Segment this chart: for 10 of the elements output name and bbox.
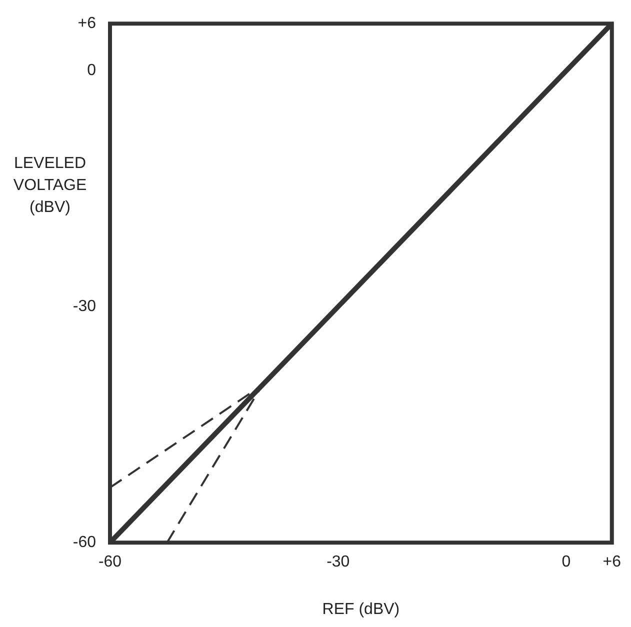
y-tick-label: -60 [72, 534, 96, 552]
x-tick-label: 0 [562, 554, 571, 571]
x-axis-title: REF (dBV) [322, 600, 400, 618]
y-axis-title: LEVELED VOLTAGE (dBV) [13, 155, 87, 216]
x-tick-label: -30 [326, 554, 350, 571]
x-tick-label: -60 [98, 554, 122, 571]
y-tick-label: 0 [87, 62, 96, 80]
y-tick-label: -30 [72, 298, 96, 316]
x-tick-label: +6 [602, 554, 622, 571]
y-tick-label: +6 [78, 15, 96, 32]
